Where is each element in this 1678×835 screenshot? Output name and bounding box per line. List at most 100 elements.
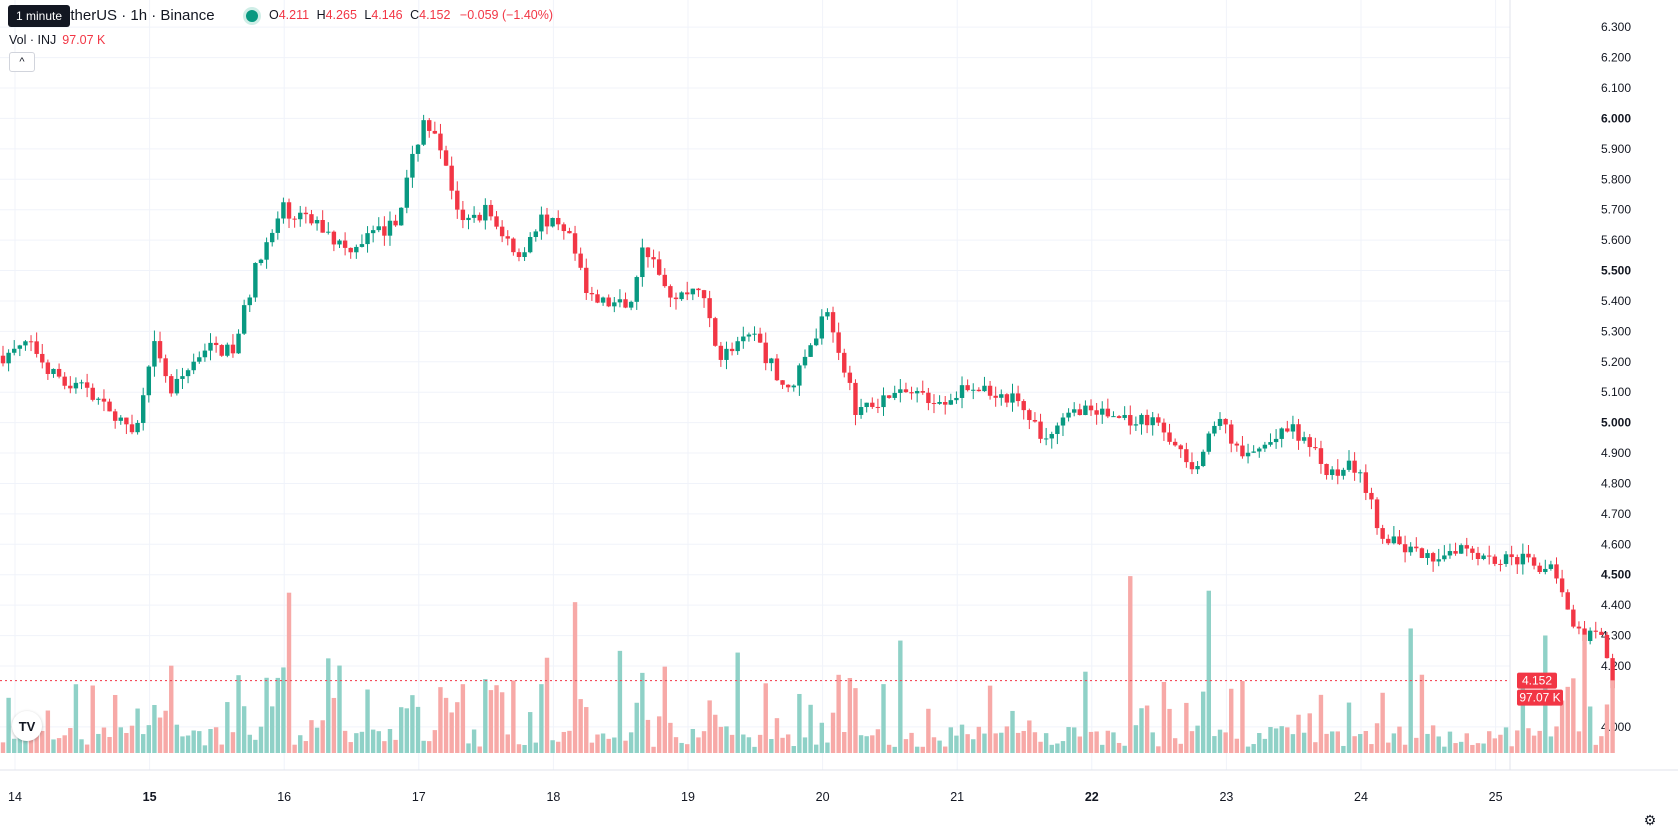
volume-bar [1077,736,1082,753]
candle-body [1397,536,1402,545]
candle-body [17,345,23,349]
volume-bar [1453,743,1458,753]
volume-bar [1262,738,1268,753]
candle-body [1554,564,1559,579]
volume-bar [443,697,449,753]
candle-body [511,238,516,253]
volume-bar [1318,694,1324,753]
candle-body [1509,554,1514,558]
y-tick-label: 4.500 [1601,568,1631,582]
volume-bar [662,666,667,753]
volume-bar [1273,728,1279,753]
candle-body [763,342,768,364]
candle-body [701,290,707,299]
volume-bar [1111,732,1116,753]
gear-icon[interactable]: ⚙ [1643,812,1657,828]
candle-body [1565,592,1570,610]
candle-body [460,209,466,221]
candle-body [544,214,550,227]
candle-body [314,220,320,224]
candle-body [1066,412,1071,418]
volume-bar [1402,744,1408,753]
candle-body [842,352,847,373]
volume-bar [937,740,942,753]
volume-bar [152,704,157,753]
volume-bar [488,690,494,753]
candle-body [662,274,667,287]
y-tick-label: 5.500 [1601,264,1631,278]
candle-body [1049,433,1054,439]
candle-body [814,338,819,346]
volume-bar [971,739,976,753]
y-tick-label: 6.000 [1601,111,1631,125]
candle-body [1335,469,1340,476]
volume-bar [449,712,454,753]
candle-body [606,297,611,307]
volume-bar [701,731,707,753]
candle-body [1189,462,1195,470]
candle-body [236,333,241,354]
volume-bar [1021,730,1026,753]
volume-bar [410,695,415,753]
volume-bar [185,735,191,753]
candle-body [387,220,393,236]
candle-body [1425,553,1430,558]
y-tick-label: 5.000 [1601,416,1631,430]
c-value: 4.152 [419,8,451,22]
candle-body [0,355,6,364]
candle-body [1071,409,1077,413]
candle-body [668,286,673,298]
volume-bar [1094,731,1099,753]
volume-bar [1559,700,1565,753]
x-tick-label: 21 [950,790,964,804]
symbol-title[interactable]: etherUS · 1h · Binance [62,7,215,24]
volume-value: 97.07 K [62,33,106,47]
candle-body [1453,551,1458,554]
candle-body [914,391,920,394]
volume-bar [656,716,662,753]
volume-bar [567,730,572,753]
volume-bar [1458,741,1464,753]
volume-bar [1481,743,1486,753]
volume-bar [892,746,897,753]
volume-bar [45,710,51,753]
candle-body [1038,421,1043,439]
volume-bar [1223,732,1228,753]
volume-bar [819,722,825,753]
candle-body [12,348,17,353]
tradingview-logo-icon[interactable]: TV [12,711,42,741]
candle-body [1240,445,1245,457]
volume-bar [1341,745,1346,753]
volume-bar [174,724,180,753]
volume-bar [1498,734,1503,753]
l-value: 4.146 [371,8,403,22]
candle-body [1234,443,1240,446]
candle-body [1402,544,1408,553]
candle-body [1083,405,1088,416]
volume-bar [208,728,213,753]
candle-body [1296,424,1301,441]
collapse-legend-button[interactable]: ^ [9,52,35,72]
volume-bar [1240,681,1245,753]
candle-body [51,368,56,374]
volume-bar [769,739,774,753]
volume-bar [1189,731,1195,753]
volume-bar [230,732,236,753]
candle-body [617,299,623,303]
volume-bar [606,738,611,753]
candle-body [56,368,62,377]
candle-body [129,424,135,433]
candle-body [1470,548,1475,553]
candle-body [309,214,314,224]
candle-body [337,240,342,245]
candle-body [393,220,398,226]
y-tick-label: 4.900 [1601,446,1631,460]
candle-body [802,356,808,366]
volume-bar [578,699,583,753]
volume-bar [286,592,292,753]
candle-body [808,345,813,357]
candle-body [163,358,168,377]
candle-body [556,217,561,225]
volume-bar [17,736,23,753]
